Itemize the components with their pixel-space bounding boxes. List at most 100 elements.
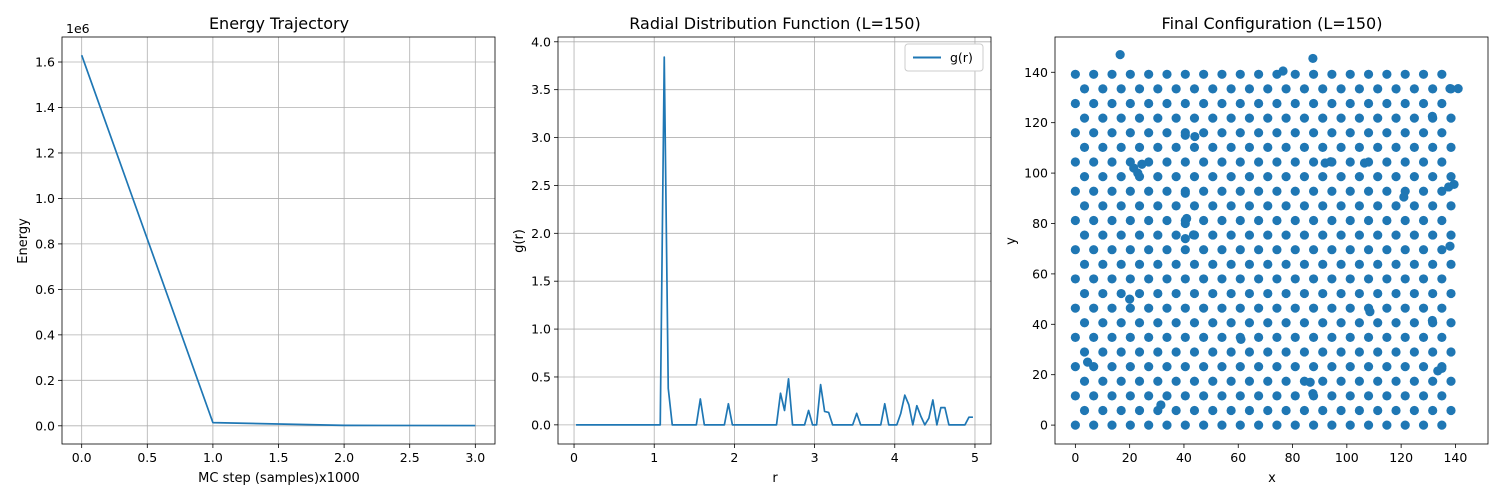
config-point bbox=[1254, 69, 1264, 79]
config-point bbox=[1446, 405, 1456, 416]
config-point bbox=[1278, 66, 1288, 76]
config-point bbox=[1345, 186, 1355, 196]
config-point bbox=[1125, 274, 1135, 284]
config-point bbox=[1391, 405, 1401, 416]
config-point bbox=[1089, 157, 1099, 167]
config-point bbox=[1162, 274, 1172, 284]
config-point bbox=[1236, 334, 1246, 345]
config-point bbox=[1373, 201, 1383, 211]
config-point bbox=[1089, 69, 1099, 79]
config-point bbox=[1134, 142, 1145, 152]
config-point bbox=[1116, 347, 1126, 357]
config-point bbox=[1180, 362, 1190, 372]
config-point bbox=[1290, 362, 1300, 372]
config-point bbox=[1318, 84, 1328, 94]
config-point bbox=[1363, 391, 1374, 401]
config-point bbox=[1107, 69, 1117, 79]
config-point bbox=[1382, 69, 1392, 79]
config-point bbox=[1400, 362, 1410, 372]
config-point bbox=[1070, 274, 1080, 284]
config-point bbox=[1299, 405, 1310, 416]
config-point bbox=[1171, 172, 1181, 182]
config-point bbox=[1391, 201, 1401, 211]
config-point bbox=[1354, 318, 1364, 328]
config-point bbox=[1345, 215, 1355, 226]
config-point bbox=[1400, 215, 1410, 226]
rdf-ytick-label: 0.5 bbox=[531, 369, 551, 384]
config-point bbox=[1373, 172, 1383, 182]
config-point bbox=[1382, 157, 1392, 167]
config-point bbox=[1244, 259, 1255, 269]
config-point bbox=[1171, 318, 1181, 328]
config-point bbox=[1308, 128, 1319, 138]
rdf-xtick-label: 0 bbox=[570, 450, 578, 465]
config-point bbox=[1226, 84, 1236, 94]
energy-xtick-label: 0.0 bbox=[72, 450, 92, 465]
config-point bbox=[1373, 84, 1383, 94]
config-point bbox=[1079, 376, 1090, 386]
config-point bbox=[1244, 405, 1255, 416]
config-point bbox=[1391, 259, 1401, 269]
config-point bbox=[1400, 332, 1410, 342]
config-point bbox=[1254, 274, 1264, 284]
energy-grid bbox=[62, 37, 495, 444]
rdf-series-line bbox=[576, 56, 973, 426]
config-point bbox=[1437, 157, 1447, 167]
config-point bbox=[1409, 113, 1419, 123]
config-point bbox=[1363, 128, 1374, 138]
config-point bbox=[1098, 405, 1108, 416]
energy-xtick-label: 2.5 bbox=[400, 450, 420, 465]
config-point bbox=[1089, 303, 1099, 313]
config-point bbox=[1428, 347, 1438, 357]
config-point bbox=[1199, 69, 1209, 79]
config-point bbox=[1354, 230, 1364, 240]
rdf-xtick-label: 1 bbox=[650, 450, 658, 465]
config-point bbox=[1336, 259, 1346, 269]
config-point bbox=[1373, 259, 1383, 269]
config-point bbox=[1409, 347, 1419, 357]
config-point bbox=[1153, 172, 1163, 182]
config-point bbox=[1290, 98, 1300, 109]
config-point bbox=[1345, 245, 1355, 255]
config-point bbox=[1272, 128, 1282, 138]
config-point bbox=[1409, 405, 1419, 416]
config-point bbox=[1400, 98, 1410, 109]
config-point bbox=[1171, 376, 1181, 386]
config-point bbox=[1125, 303, 1135, 313]
config-point bbox=[1281, 142, 1291, 152]
config-point bbox=[1399, 192, 1409, 202]
config-point bbox=[1217, 69, 1227, 79]
config-point bbox=[1208, 230, 1218, 240]
config-point bbox=[1418, 157, 1429, 167]
config-point bbox=[1254, 98, 1264, 109]
config-point bbox=[1272, 332, 1282, 342]
config-xtick-label: 120 bbox=[1389, 450, 1413, 465]
config-point bbox=[1089, 186, 1099, 196]
config-point bbox=[1116, 201, 1126, 211]
config-point bbox=[1354, 259, 1364, 269]
config-point bbox=[1089, 274, 1099, 284]
config-point bbox=[1428, 288, 1438, 299]
config-point bbox=[1070, 69, 1080, 79]
energy-trajectory-panel: 0.0 0.5 1.0 1.5 2.0 2.5 3.0 0.0 0.2 0.4 0.6 0.8 1.0 1… bbox=[16, 14, 496, 486]
config-point bbox=[1327, 332, 1337, 342]
config-point bbox=[1290, 274, 1300, 284]
config-point bbox=[1098, 318, 1108, 328]
config-point bbox=[1354, 113, 1364, 123]
config-xlabel: x bbox=[1268, 471, 1276, 486]
config-point bbox=[1263, 113, 1273, 123]
config-point bbox=[1125, 98, 1135, 109]
config-point bbox=[1098, 259, 1108, 269]
rdf-xtick-label: 5 bbox=[971, 450, 979, 465]
config-point bbox=[1107, 245, 1117, 255]
config-point bbox=[1153, 142, 1163, 152]
config-point bbox=[1070, 420, 1080, 430]
config-point bbox=[1189, 259, 1200, 269]
config-point bbox=[1336, 288, 1346, 299]
config-point bbox=[1418, 420, 1429, 430]
config-point bbox=[1272, 186, 1282, 196]
config-point bbox=[1290, 332, 1300, 342]
config-point bbox=[1382, 362, 1392, 372]
config-point bbox=[1162, 128, 1172, 138]
config-point bbox=[1189, 201, 1200, 211]
